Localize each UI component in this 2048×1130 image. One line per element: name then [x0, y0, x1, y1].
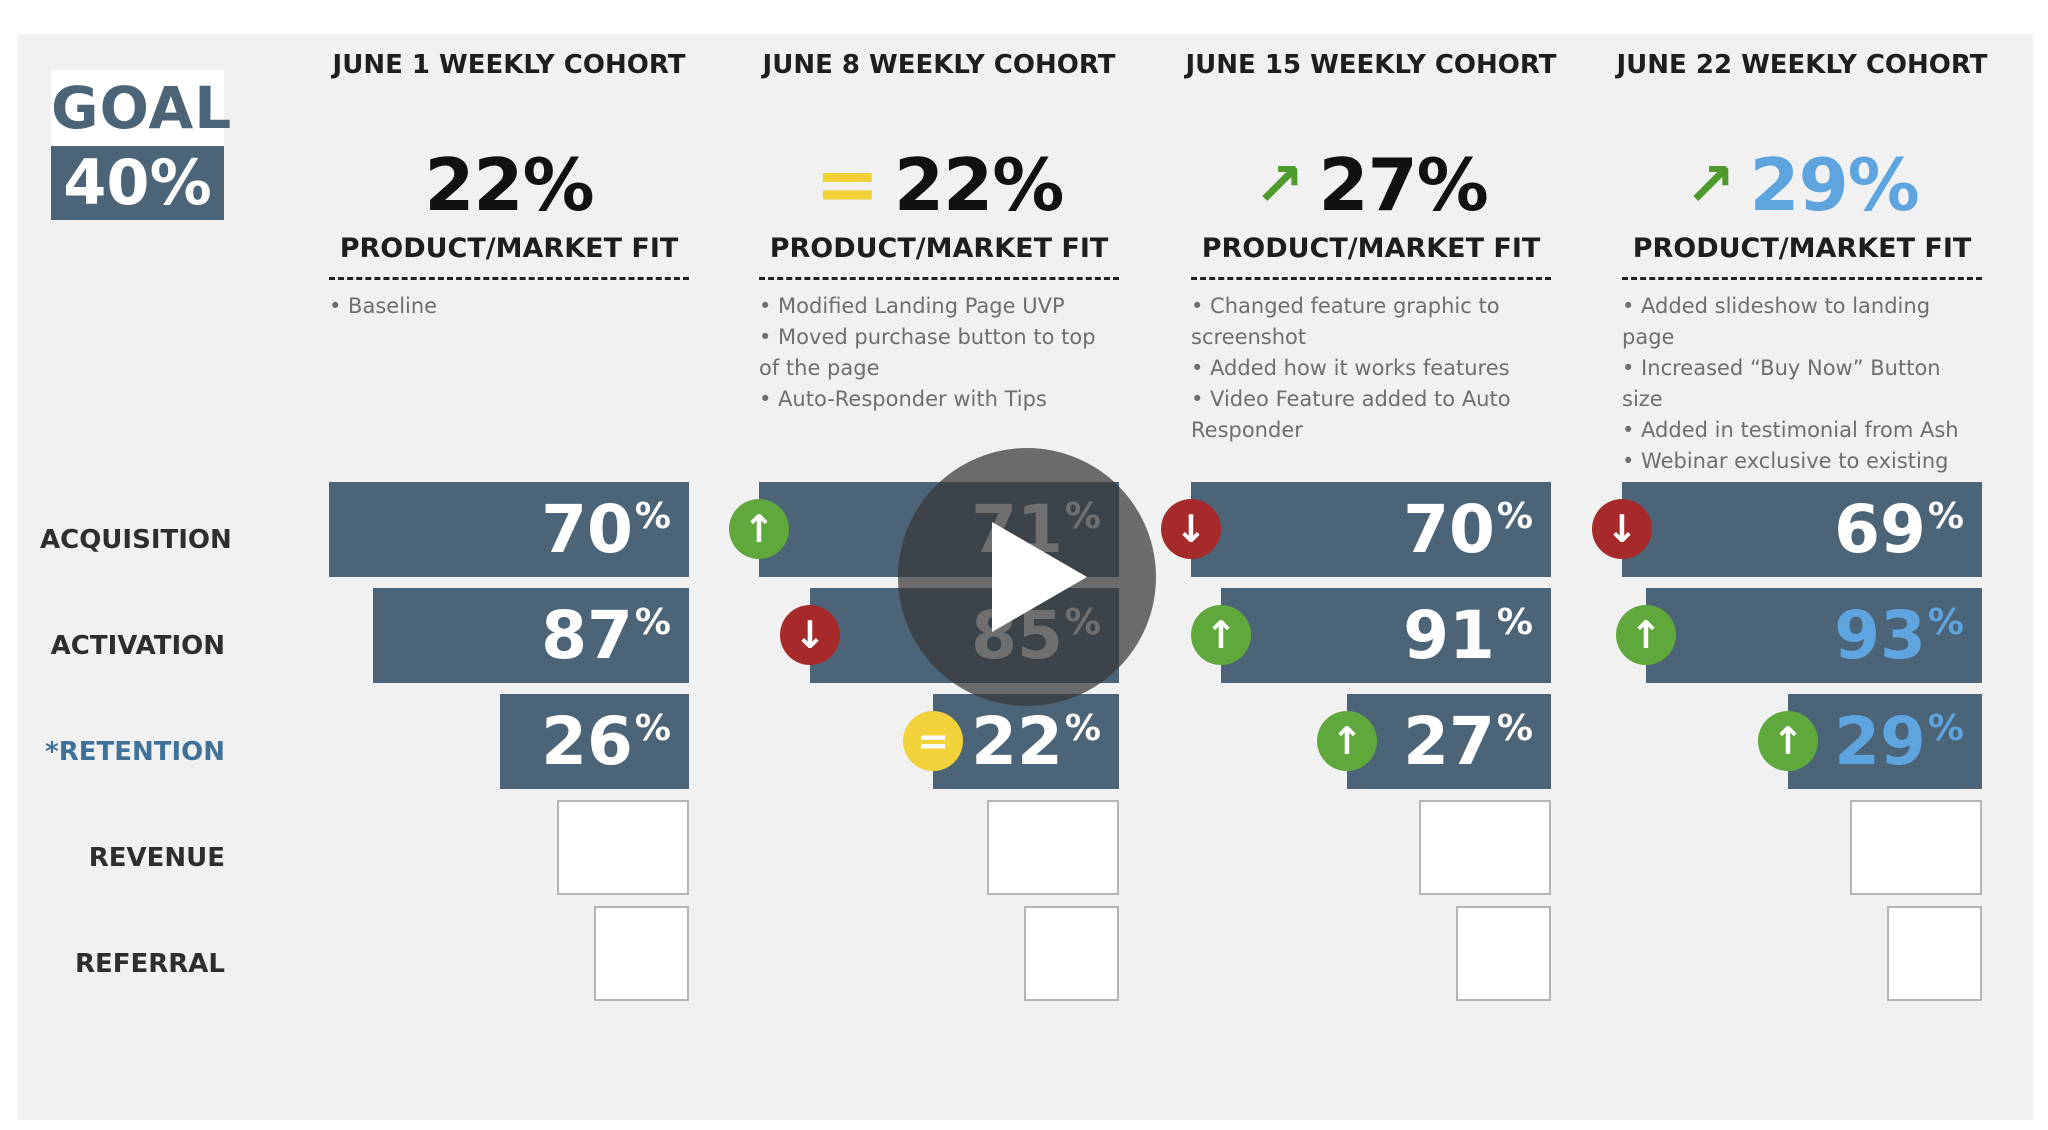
cohort-title: JUNE 8 WEEKLY COHORT [762, 50, 1116, 80]
up-arrow-icon: ↑ [729, 499, 789, 559]
referral-box [1887, 906, 1982, 1001]
change-notes: • Baseline [329, 291, 689, 322]
goal-label: GOAL [51, 70, 231, 146]
note-item: • Changed feature graphic to screenshot [1191, 294, 1500, 349]
divider [759, 277, 1119, 280]
activation-value: 93 [1834, 597, 1926, 674]
equal-trend-icon: = [814, 140, 880, 230]
acquisition-value: 70 [541, 491, 633, 568]
retention-value: 22 [971, 703, 1063, 780]
note-item: • Added how it works features [1191, 356, 1510, 380]
pmf-label: PRODUCT/MARKET FIT [1201, 233, 1541, 264]
activation-value: 91 [1403, 597, 1495, 674]
revenue-box [1850, 800, 1982, 895]
percent-sign: % [634, 708, 671, 749]
note-item: • Video Feature added to Auto Responder [1191, 387, 1511, 442]
down-arrow-icon: ↓ [1161, 499, 1221, 559]
pmf-label: PRODUCT/MARKET FIT [1632, 233, 1972, 264]
percent-sign: % [1496, 708, 1533, 749]
pmf-row: = 22% [719, 140, 1159, 230]
retention-value: 26 [541, 703, 633, 780]
change-notes: • Modified Landing Page UVP • Moved purc… [759, 291, 1119, 415]
acquisition-value: 70 [1403, 491, 1495, 568]
percent-sign: % [1496, 602, 1533, 643]
play-button[interactable] [898, 448, 1156, 706]
pmf-row: ↗ 29% [1582, 143, 2022, 227]
revenue-box [557, 800, 689, 895]
down-arrow-icon: ↓ [1592, 499, 1652, 559]
note-item: • Added in testimonial from Ash [1622, 418, 1959, 442]
referral-box [594, 906, 689, 1001]
stage-label-activation: ACTIVATION [50, 631, 225, 661]
cohort-title: JUNE 1 WEEKLY COHORT [332, 50, 686, 80]
revenue-box [987, 800, 1119, 895]
pmf-value: 27% [1318, 143, 1488, 227]
down-arrow-icon: ↓ [780, 605, 840, 665]
percent-sign: % [1927, 602, 1964, 643]
pmf-value: 22% [894, 143, 1064, 227]
note-item: • Moved purchase button to top of the pa… [759, 325, 1096, 380]
cohort-column-june-22: JUNE 22 WEEKLY COHORT ↗ 29% PRODUCT/MARK… [1592, 0, 1987, 1130]
pmf-value: 29% [1749, 143, 1919, 227]
divider [1622, 277, 1982, 280]
activation-bar: 87% [373, 588, 689, 683]
referral-box [1456, 906, 1551, 1001]
change-notes: • Changed feature graphic to screenshot … [1191, 291, 1551, 446]
trend-up-arrow-icon: ↗ [1685, 150, 1736, 220]
acquisition-bar: 70% [329, 482, 689, 577]
activation-bar: 91% [1221, 588, 1551, 683]
goal-value: 40% [51, 146, 224, 220]
cohort-column-june-15: JUNE 15 WEEKLY COHORT ↗ 27% PRODUCT/MARK… [1161, 0, 1556, 1130]
note-item: • Auto-Responder with Tips [759, 387, 1047, 411]
trend-up-arrow-icon: ↗ [1254, 150, 1305, 220]
acquisition-bar: 70% [1191, 482, 1551, 577]
stage-label-acquisition: ACQUISITION [40, 525, 232, 555]
acquisition-bar: 69% [1622, 482, 1982, 577]
stage-label-retention: *RETENTION [45, 737, 225, 767]
acquisition-value: 69 [1834, 491, 1926, 568]
pmf-row: 22% [289, 143, 729, 227]
activation-value: 87 [541, 597, 633, 674]
up-arrow-icon: ↑ [1191, 605, 1251, 665]
divider [1191, 277, 1551, 280]
up-arrow-icon: ↑ [1317, 711, 1377, 771]
retention-bar: 27% [1347, 694, 1551, 789]
cohort-title: JUNE 22 WEEKLY COHORT [1616, 50, 1988, 80]
up-arrow-icon: ↑ [1758, 711, 1818, 771]
stage-label-revenue: REVENUE [88, 843, 225, 873]
percent-sign: % [1496, 496, 1533, 537]
retention-bar: 22% [933, 694, 1119, 789]
percent-sign: % [634, 496, 671, 537]
percent-sign: % [1064, 708, 1101, 749]
up-arrow-icon: ↑ [1616, 605, 1676, 665]
divider [329, 277, 689, 280]
retention-value: 29 [1834, 703, 1926, 780]
percent-sign: % [1927, 496, 1964, 537]
pmf-row: ↗ 27% [1151, 143, 1591, 227]
change-notes: • Added slideshow to landing page • Incr… [1622, 291, 1982, 508]
pmf-label: PRODUCT/MARKET FIT [769, 233, 1109, 264]
percent-sign: % [634, 602, 671, 643]
cohort-title: JUNE 15 WEEKLY COHORT [1185, 50, 1557, 80]
pmf-value: 22% [424, 143, 594, 227]
note-item: • Added slideshow to landing page [1622, 294, 1931, 349]
retention-bar: 26% [500, 694, 689, 789]
activation-bar: 93% [1646, 588, 1982, 683]
stage-label-referral: REFERRAL [74, 949, 225, 979]
play-icon [992, 522, 1087, 632]
note-item: • Baseline [329, 294, 438, 318]
note-item: • Increased “Buy Now” Button size [1622, 356, 1941, 411]
retention-value: 27 [1403, 703, 1495, 780]
revenue-box [1419, 800, 1551, 895]
percent-sign: % [1927, 708, 1964, 749]
referral-box [1024, 906, 1119, 1001]
equal-icon: = [903, 711, 963, 771]
retention-bar: 29% [1788, 694, 1982, 789]
cohort-column-june-1: JUNE 1 WEEKLY COHORT 22% PRODUCT/MARKET … [329, 0, 689, 1130]
note-item: • Modified Landing Page UVP [759, 294, 1065, 318]
pmf-label: PRODUCT/MARKET FIT [339, 233, 679, 264]
